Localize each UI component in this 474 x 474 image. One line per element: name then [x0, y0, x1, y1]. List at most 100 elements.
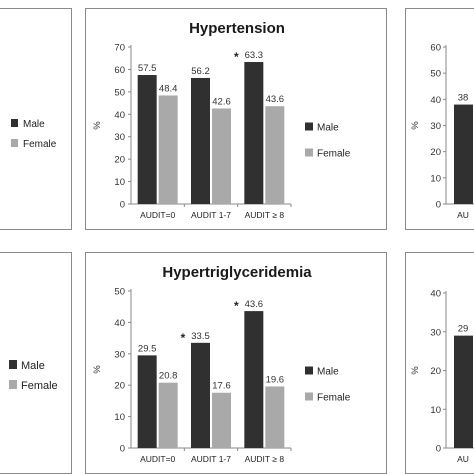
hypertension-data-label: 43.6: [266, 94, 285, 105]
hypertriglyceridemia-ytick-label: 0: [120, 444, 125, 455]
partial-legend-label: Female: [21, 380, 58, 392]
panel-top-right-partial: % 0 10 20 30 40 50 60 38 AU: [405, 8, 474, 230]
bottom-right-partial-ytick-label: 10: [430, 405, 441, 416]
hypertriglyceridemia-data-label: 33.5: [191, 331, 210, 342]
partial-legend-swatch: [11, 139, 18, 147]
top-right-partial-ylabel: %: [410, 121, 421, 130]
hypertriglyceridemia-ytick-label: 10: [114, 412, 125, 423]
hypertriglyceridemia-data-label: 43.6: [245, 299, 263, 310]
hypertension-ytick-label: 0: [120, 200, 125, 211]
bottom-right-partial-data-label: 29: [458, 324, 469, 335]
chart-top-right-partial-svg: % 0 10 20 30 40 50 60 38 AU: [410, 43, 474, 220]
hypertriglyceridemia-bar-male: [244, 311, 264, 448]
top-right-partial-bar-male: [454, 104, 473, 204]
hypertriglyceridemia-significance-marker: *: [181, 331, 186, 345]
hypertriglyceridemia-ytick-label: 30: [114, 349, 125, 360]
hypertension-ytick-label: 50: [114, 87, 125, 98]
hypertension-data-label: 57.5: [138, 63, 157, 74]
hypertension-ylabel: %: [92, 121, 103, 130]
hypertension-legend-label-female: Female: [317, 149, 351, 160]
hypertriglyceridemia-bar-female: [265, 386, 285, 448]
hypertension-bar-male: [244, 62, 264, 204]
hypertension-legend-swatch-male: [305, 122, 313, 131]
partial-legend-label: Female: [23, 139, 57, 150]
hypertension-xtick-label: AUDIT ≥ 8: [245, 210, 285, 220]
chart-top-left-partial-svg: Male Female: [11, 119, 57, 150]
hypertriglyceridemia-bar-female: [158, 382, 178, 448]
hypertension-bar-male: [137, 75, 157, 205]
top-right-partial-ytick-label: 30: [430, 121, 441, 132]
hypertriglyceridemia-bar-male: [191, 342, 210, 448]
hypertriglyceridemia-xtick-label: AUDIT ≥ 8: [245, 454, 285, 464]
hypertension-ytick-label: 70: [114, 43, 125, 54]
hypertriglyceridemia-legend-label-female: Female: [317, 393, 351, 404]
hypertension-data-label: 63.3: [245, 50, 263, 61]
top-right-partial-ytick-label: 40: [430, 95, 441, 106]
chart-bottom-right-partial-svg: % 0 10 20 30 40 29 AU: [410, 289, 474, 464]
hypertriglyceridemia-ytick-label: 40: [114, 318, 125, 329]
legend-top-left-partial: Male Female: [11, 119, 57, 150]
hypertriglyceridemia-legend-swatch-male: [305, 366, 313, 375]
hypertension-xtick-label: AUDIT 1-7: [191, 210, 231, 220]
hypertension-data-label: 48.4: [159, 83, 178, 94]
hypertension-xtick-label: AUDIT=0: [140, 210, 175, 220]
hypertriglyceridemia-data-label: 29.5: [138, 343, 157, 354]
chart-hypertriglyceridemia-svg: Hypertriglyceridemia% 0 10 20 30 40 50 AUDIT=0 2…: [92, 264, 351, 464]
panel-hypertension: Hypertension% 0 10 20 30 40 50 60 70 AUDIT=0 57.5 4…: [85, 8, 387, 230]
partial-legend-swatch: [9, 380, 17, 389]
hypertension-title: Hypertension: [189, 20, 285, 37]
hypertension-bar-female: [212, 108, 231, 204]
hypertriglyceridemia-xtick-label: AUDIT 1-7: [191, 454, 231, 464]
bottom-right-partial-ylabel: %: [410, 366, 421, 375]
hypertriglyceridemia-ylabel: %: [92, 365, 103, 374]
hypertriglyceridemia-legend-swatch-female: [305, 392, 313, 401]
top-right-partial-ytick-label: 20: [430, 147, 441, 158]
hypertension-legend-swatch-female: [305, 148, 313, 157]
top-right-partial-ytick-label: 60: [430, 43, 441, 54]
bottom-right-partial-ytick-label: 30: [430, 327, 441, 338]
hypertriglyceridemia-ytick-label: 20: [114, 381, 125, 392]
panel-bottom-right-partial: % 0 10 20 30 40 29 AU: [405, 252, 474, 474]
hypertension-ytick-label: 60: [114, 65, 125, 76]
top-right-partial-ytick-label: 0: [436, 200, 441, 211]
hypertension-significance-marker: *: [234, 50, 239, 64]
hypertriglyceridemia-title: Hypertriglyceridemia: [162, 264, 312, 281]
partial-legend-swatch: [11, 119, 18, 127]
hypertriglyceridemia-ytick-label: 50: [114, 287, 125, 298]
hypertriglyceridemia-legend-label-male: Male: [317, 367, 339, 378]
partial-legend-swatch: [9, 360, 17, 369]
hypertension-ytick-label: 40: [114, 110, 125, 121]
hypertriglyceridemia-significance-marker: *: [234, 299, 239, 313]
hypertension-ytick-label: 20: [114, 155, 125, 166]
hypertriglyceridemia-bar-female: [212, 392, 231, 448]
hypertension-data-label: 42.6: [212, 96, 231, 107]
panel-hypertriglyceridemia: Hypertriglyceridemia% 0 10 20 30 40 50 AUDIT=0 2…: [85, 252, 387, 474]
top-right-partial-xtick-label: AU: [457, 210, 469, 220]
hypertension-bar-female: [158, 95, 178, 204]
partial-legend-label: Male: [23, 119, 45, 130]
hypertension-ytick-label: 10: [114, 177, 125, 188]
hypertension-bar-male: [191, 77, 210, 204]
panel-bottom-left-partial: Male Female: [0, 252, 72, 474]
top-right-partial-ytick-label: 10: [430, 173, 441, 184]
chart-hypertension-svg: Hypertension%010203040506070AUDIT=057.54…: [92, 20, 351, 220]
hypertriglyceridemia-data-label: 17.6: [212, 381, 231, 392]
bottom-right-partial-xtick-label: AU: [457, 454, 469, 464]
partial-legend-label: Male: [21, 360, 45, 372]
chart-bottom-left-partial-svg: Male Female: [9, 360, 58, 392]
hypertriglyceridemia-bar-male: [137, 355, 157, 448]
hypertension-data-label: 56.2: [191, 66, 210, 77]
bottom-right-partial-ytick-label: 40: [430, 289, 441, 300]
top-right-partial-data-label: 38: [458, 93, 469, 104]
hypertriglyceridemia-data-label: 19.6: [266, 374, 285, 385]
hypertriglyceridemia-xtick-label: AUDIT=0: [140, 454, 175, 464]
hypertriglyceridemia-data-label: 20.8: [159, 371, 178, 382]
bottom-right-partial-bar-male: [454, 335, 473, 448]
bottom-right-partial-ytick-label: 20: [430, 366, 441, 377]
legend-bottom-left-partial: Male Female: [9, 360, 58, 392]
hypertension-legend-label-male: Male: [317, 123, 339, 134]
panel-top-left-partial: Male Female: [0, 8, 72, 230]
bottom-right-partial-ytick-label: 0: [436, 444, 441, 455]
top-right-partial-ytick-label: 50: [430, 69, 441, 80]
hypertension-bar-female: [265, 106, 285, 204]
